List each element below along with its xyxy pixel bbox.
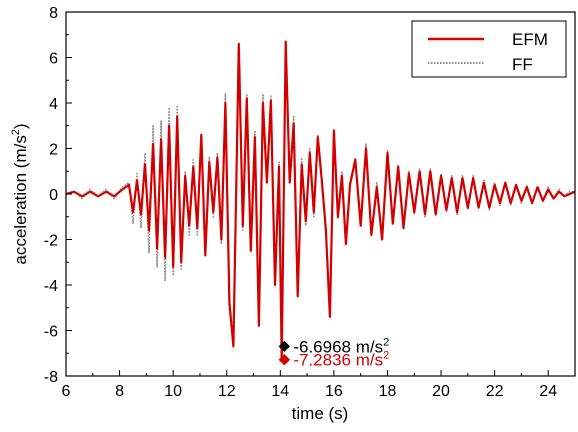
y-tick-label--4: -4 <box>44 278 58 295</box>
x-tick-label-20: 20 <box>432 383 450 400</box>
annotation-label-0: -6.6968 m/s2 <box>293 336 389 356</box>
y-tick-label-4: 4 <box>49 96 58 113</box>
legend-label-ff: FF <box>512 55 533 74</box>
x-tick-label-6: 6 <box>62 383 71 400</box>
annotation-text-0: -6.6968 m/s <box>293 337 383 356</box>
annotation-sup-1: 2 <box>383 350 389 362</box>
y-tick-label--8: -8 <box>44 369 58 386</box>
y-tick-label-0: 0 <box>49 187 58 204</box>
y-axis-label-sup: 2 <box>10 129 22 135</box>
annotation-marker-0 <box>278 340 291 353</box>
annotation-text-1: -7.2836 m/s <box>293 351 383 370</box>
x-tick-label-22: 22 <box>486 383 504 400</box>
legend: EFM FF <box>411 20 567 78</box>
x-tick-label-10: 10 <box>164 383 182 400</box>
y-tick-label-8: 8 <box>49 5 58 22</box>
y-tick-label--6: -6 <box>44 324 58 341</box>
x-tick-label-18: 18 <box>379 383 397 400</box>
annotation-label-1: -7.2836 m/s2 <box>293 350 389 370</box>
y-tick-label-6: 6 <box>49 51 58 68</box>
y-tick-label-2: 2 <box>49 142 58 159</box>
annotations-layer: -6.6968 m/s2-7.2836 m/s2 <box>278 336 389 370</box>
legend-label-efm: EFM <box>512 30 548 49</box>
x-tick-label-16: 16 <box>325 383 343 400</box>
legend-box <box>411 20 567 78</box>
y-tick-label--2: -2 <box>44 233 58 250</box>
x-tick-label-14: 14 <box>271 383 289 400</box>
series-layer <box>65 40 576 361</box>
x-tick-label-12: 12 <box>218 383 236 400</box>
x-axis-label: time (s) <box>292 404 349 423</box>
annotation-marker-1 <box>278 353 291 366</box>
x-tick-label-24: 24 <box>539 383 557 400</box>
y-axis-label-main: acceleration (m/s <box>11 135 30 264</box>
y-axis-label-close: ) <box>11 123 30 129</box>
series-line-efm <box>65 40 576 361</box>
annotation-sup-0: 2 <box>383 336 389 348</box>
y-axis-label: acceleration (m/s2) <box>10 123 30 264</box>
x-tick-label-8: 8 <box>115 383 124 400</box>
